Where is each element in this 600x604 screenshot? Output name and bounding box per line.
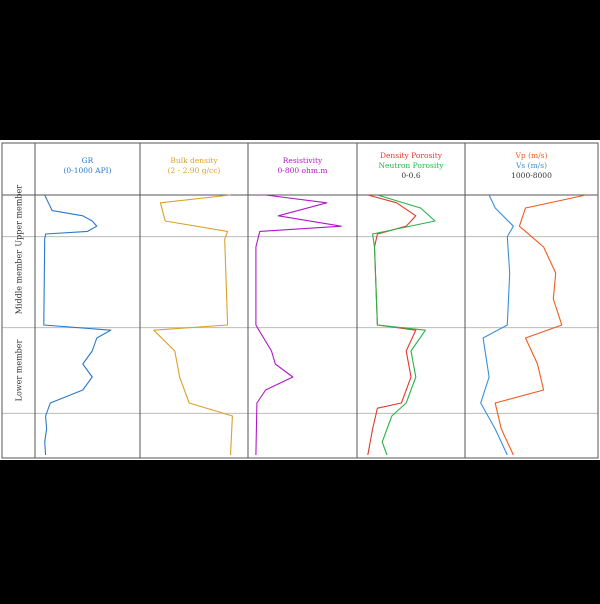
track-title: 0-800 ohm.m xyxy=(278,166,328,175)
track-title: Vp (m/s) xyxy=(515,151,548,160)
track-title: 0-0.6 xyxy=(401,171,420,180)
track-title: Vs (m/s) xyxy=(515,161,547,170)
log-curve xyxy=(255,194,342,456)
track-title: Resistivity xyxy=(283,156,323,165)
track-title: Neutron Porosity xyxy=(378,161,444,170)
track-title: GR xyxy=(82,156,94,165)
zone-label: Lower member xyxy=(15,339,24,401)
track-title: (2 - 2.90 g/cc) xyxy=(168,166,221,175)
log-curve xyxy=(480,194,514,456)
zone-label: Upper member xyxy=(15,185,24,247)
log-curve xyxy=(372,194,436,456)
track-title: (0-1000 API) xyxy=(63,166,111,175)
track-title: Density Porosity xyxy=(380,151,443,160)
log-curve xyxy=(43,194,112,456)
log-curve xyxy=(494,194,587,456)
track-title: 1000-8000 xyxy=(511,171,552,180)
zone-label: Middle member xyxy=(15,250,24,315)
chart-panel xyxy=(0,140,600,460)
chart-frame xyxy=(1,142,599,459)
log-curve xyxy=(153,194,233,456)
track-title: Bulk density xyxy=(170,156,218,165)
